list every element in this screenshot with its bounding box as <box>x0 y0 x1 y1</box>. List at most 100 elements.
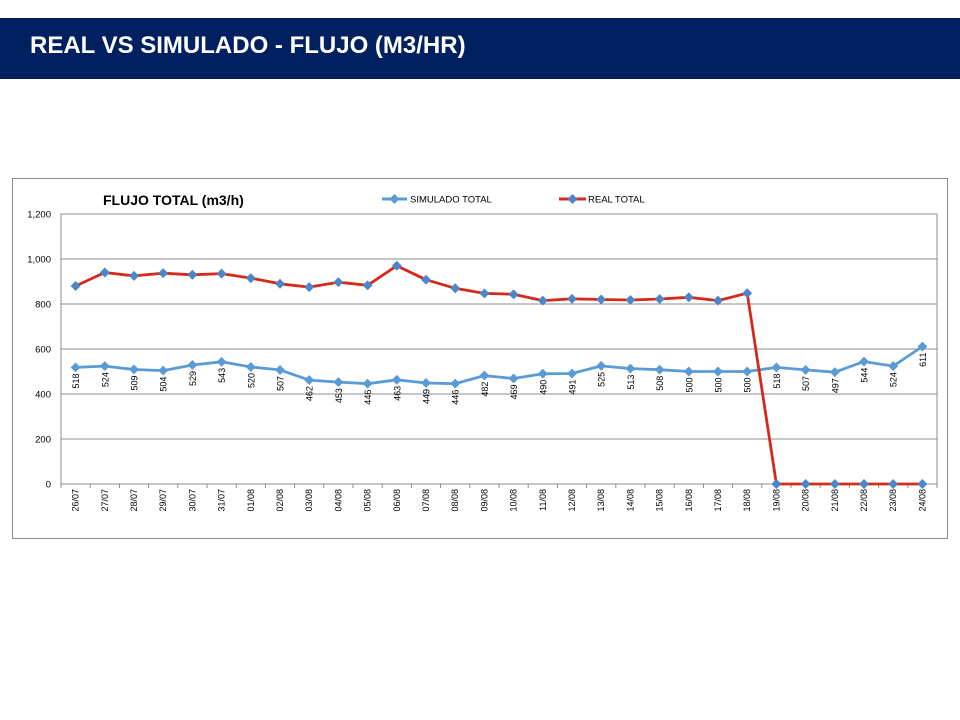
point-simulado <box>245 362 256 372</box>
data-label-simulado: 518 <box>71 373 81 388</box>
point-simulado <box>888 361 899 372</box>
point-real <box>859 479 869 489</box>
point-real <box>508 289 519 300</box>
data-label-simulado: 524 <box>100 372 110 387</box>
point-real <box>654 294 665 304</box>
point-real <box>800 479 811 489</box>
point-real <box>333 277 344 288</box>
x-tick-label: 23/08 <box>888 489 898 512</box>
x-tick-label: 21/08 <box>830 489 840 512</box>
point-real <box>245 273 256 284</box>
data-label-simulado: 543 <box>217 368 227 383</box>
legend-item-simulado: SIMULADO TOTAL <box>382 194 492 206</box>
point-simulado <box>800 364 811 375</box>
point-simulado <box>537 368 548 379</box>
point-real <box>683 292 694 303</box>
data-label-simulado: 508 <box>655 376 665 391</box>
data-label-simulado: 500 <box>743 378 753 393</box>
x-tick-label: 27/07 <box>100 489 110 512</box>
data-label-simulado: 507 <box>801 376 811 391</box>
point-real <box>129 270 139 281</box>
data-label-simulado: 446 <box>451 390 461 405</box>
flow-chart: FLUJO TOTAL (m3/h) SIMULADO TOTAL REAL T… <box>27 192 938 512</box>
x-tick-label: 15/08 <box>655 489 665 512</box>
x-tick-label: 02/08 <box>275 489 285 512</box>
x-tick-label: 26/07 <box>71 489 81 512</box>
x-tick-label: 28/07 <box>129 489 139 512</box>
point-simulado <box>391 374 402 385</box>
point-simulado <box>567 368 577 379</box>
point-real <box>625 295 636 305</box>
legend-label-simulado: SIMULADO TOTAL <box>410 195 492 206</box>
y-tick-label: 800 <box>35 300 51 311</box>
point-real <box>596 294 607 305</box>
y-tick-label: 0 <box>46 480 51 491</box>
data-label-simulado: 500 <box>714 378 724 393</box>
point-real <box>216 268 227 279</box>
x-tick-label: 08/08 <box>450 489 460 512</box>
legend: SIMULADO TOTAL REAL TOTAL <box>382 194 645 206</box>
data-label-simulado: 469 <box>509 384 519 399</box>
point-simulado <box>158 365 169 376</box>
point-real <box>158 268 169 279</box>
title-bar: REAL VS SIMULADO - FLUJO (M3/HR) <box>0 18 960 79</box>
x-tick-label: 07/08 <box>421 489 431 512</box>
y-tick-label: 1,200 <box>27 210 51 221</box>
point-real <box>421 274 431 285</box>
y-tick-label: 600 <box>35 345 51 356</box>
point-simulado <box>829 367 840 378</box>
x-tick-label: 18/08 <box>742 489 752 512</box>
legend-item-real: REAL TOTAL <box>559 194 645 206</box>
x-tick-label: 04/08 <box>333 489 343 512</box>
chart-title: FLUJO TOTAL (m3/h) <box>103 192 244 208</box>
point-simulado <box>742 366 753 377</box>
point-simulado <box>216 356 227 367</box>
point-real <box>567 293 577 304</box>
data-label-simulado: 520 <box>246 373 256 388</box>
data-label-simulado: 482 <box>480 382 490 397</box>
point-simulado <box>771 362 782 373</box>
point-simulado <box>479 370 490 381</box>
x-tick-label: 30/07 <box>187 489 197 512</box>
point-real <box>771 479 782 489</box>
x-tick-label: 19/08 <box>771 489 781 512</box>
x-tick-label: 05/08 <box>363 489 373 512</box>
point-real <box>187 269 198 280</box>
x-tick-label: 13/08 <box>596 489 606 512</box>
data-label-simulado: 462 <box>305 386 315 401</box>
point-real <box>917 479 928 489</box>
point-simulado <box>129 364 139 375</box>
data-label-simulado: 500 <box>684 378 694 393</box>
x-tick-label: 17/08 <box>713 489 723 512</box>
data-label-simulado: 509 <box>130 375 140 390</box>
x-tick-label: 06/08 <box>392 489 402 512</box>
point-simulado <box>625 363 636 374</box>
series-line-simulado <box>75 345 924 386</box>
point-simulado <box>713 366 723 377</box>
point-simulado <box>275 364 285 375</box>
data-label-simulado: 491 <box>568 380 578 395</box>
point-real <box>713 295 723 306</box>
x-tick-label: 20/08 <box>801 489 811 512</box>
y-tick-label: 200 <box>35 435 51 446</box>
data-label-simulado: 463 <box>392 386 402 401</box>
data-label-simulado: 525 <box>597 372 607 387</box>
x-tick-label: 03/08 <box>304 489 314 512</box>
y-tick-label: 1,000 <box>27 255 51 266</box>
data-label-simulado: 529 <box>188 371 198 386</box>
point-real <box>362 280 373 291</box>
x-tick-label: 11/08 <box>538 489 548 511</box>
point-simulado <box>187 360 198 370</box>
chart-frame: FLUJO TOTAL (m3/h) SIMULADO TOTAL REAL T… <box>12 178 948 539</box>
point-real <box>829 479 840 489</box>
data-label-simulado: 524 <box>889 372 899 387</box>
point-simulado <box>333 377 344 388</box>
x-tick-label: 22/08 <box>859 489 869 512</box>
data-label-simulado: 449 <box>422 389 432 404</box>
data-label-simulado: 453 <box>334 388 344 403</box>
x-tick-label: 09/08 <box>479 489 489 512</box>
x-tick-label: 01/08 <box>246 489 256 512</box>
data-label-simulado: 544 <box>860 368 870 383</box>
x-tick-label: 24/08 <box>917 489 927 512</box>
data-label-simulado: 513 <box>626 375 636 390</box>
